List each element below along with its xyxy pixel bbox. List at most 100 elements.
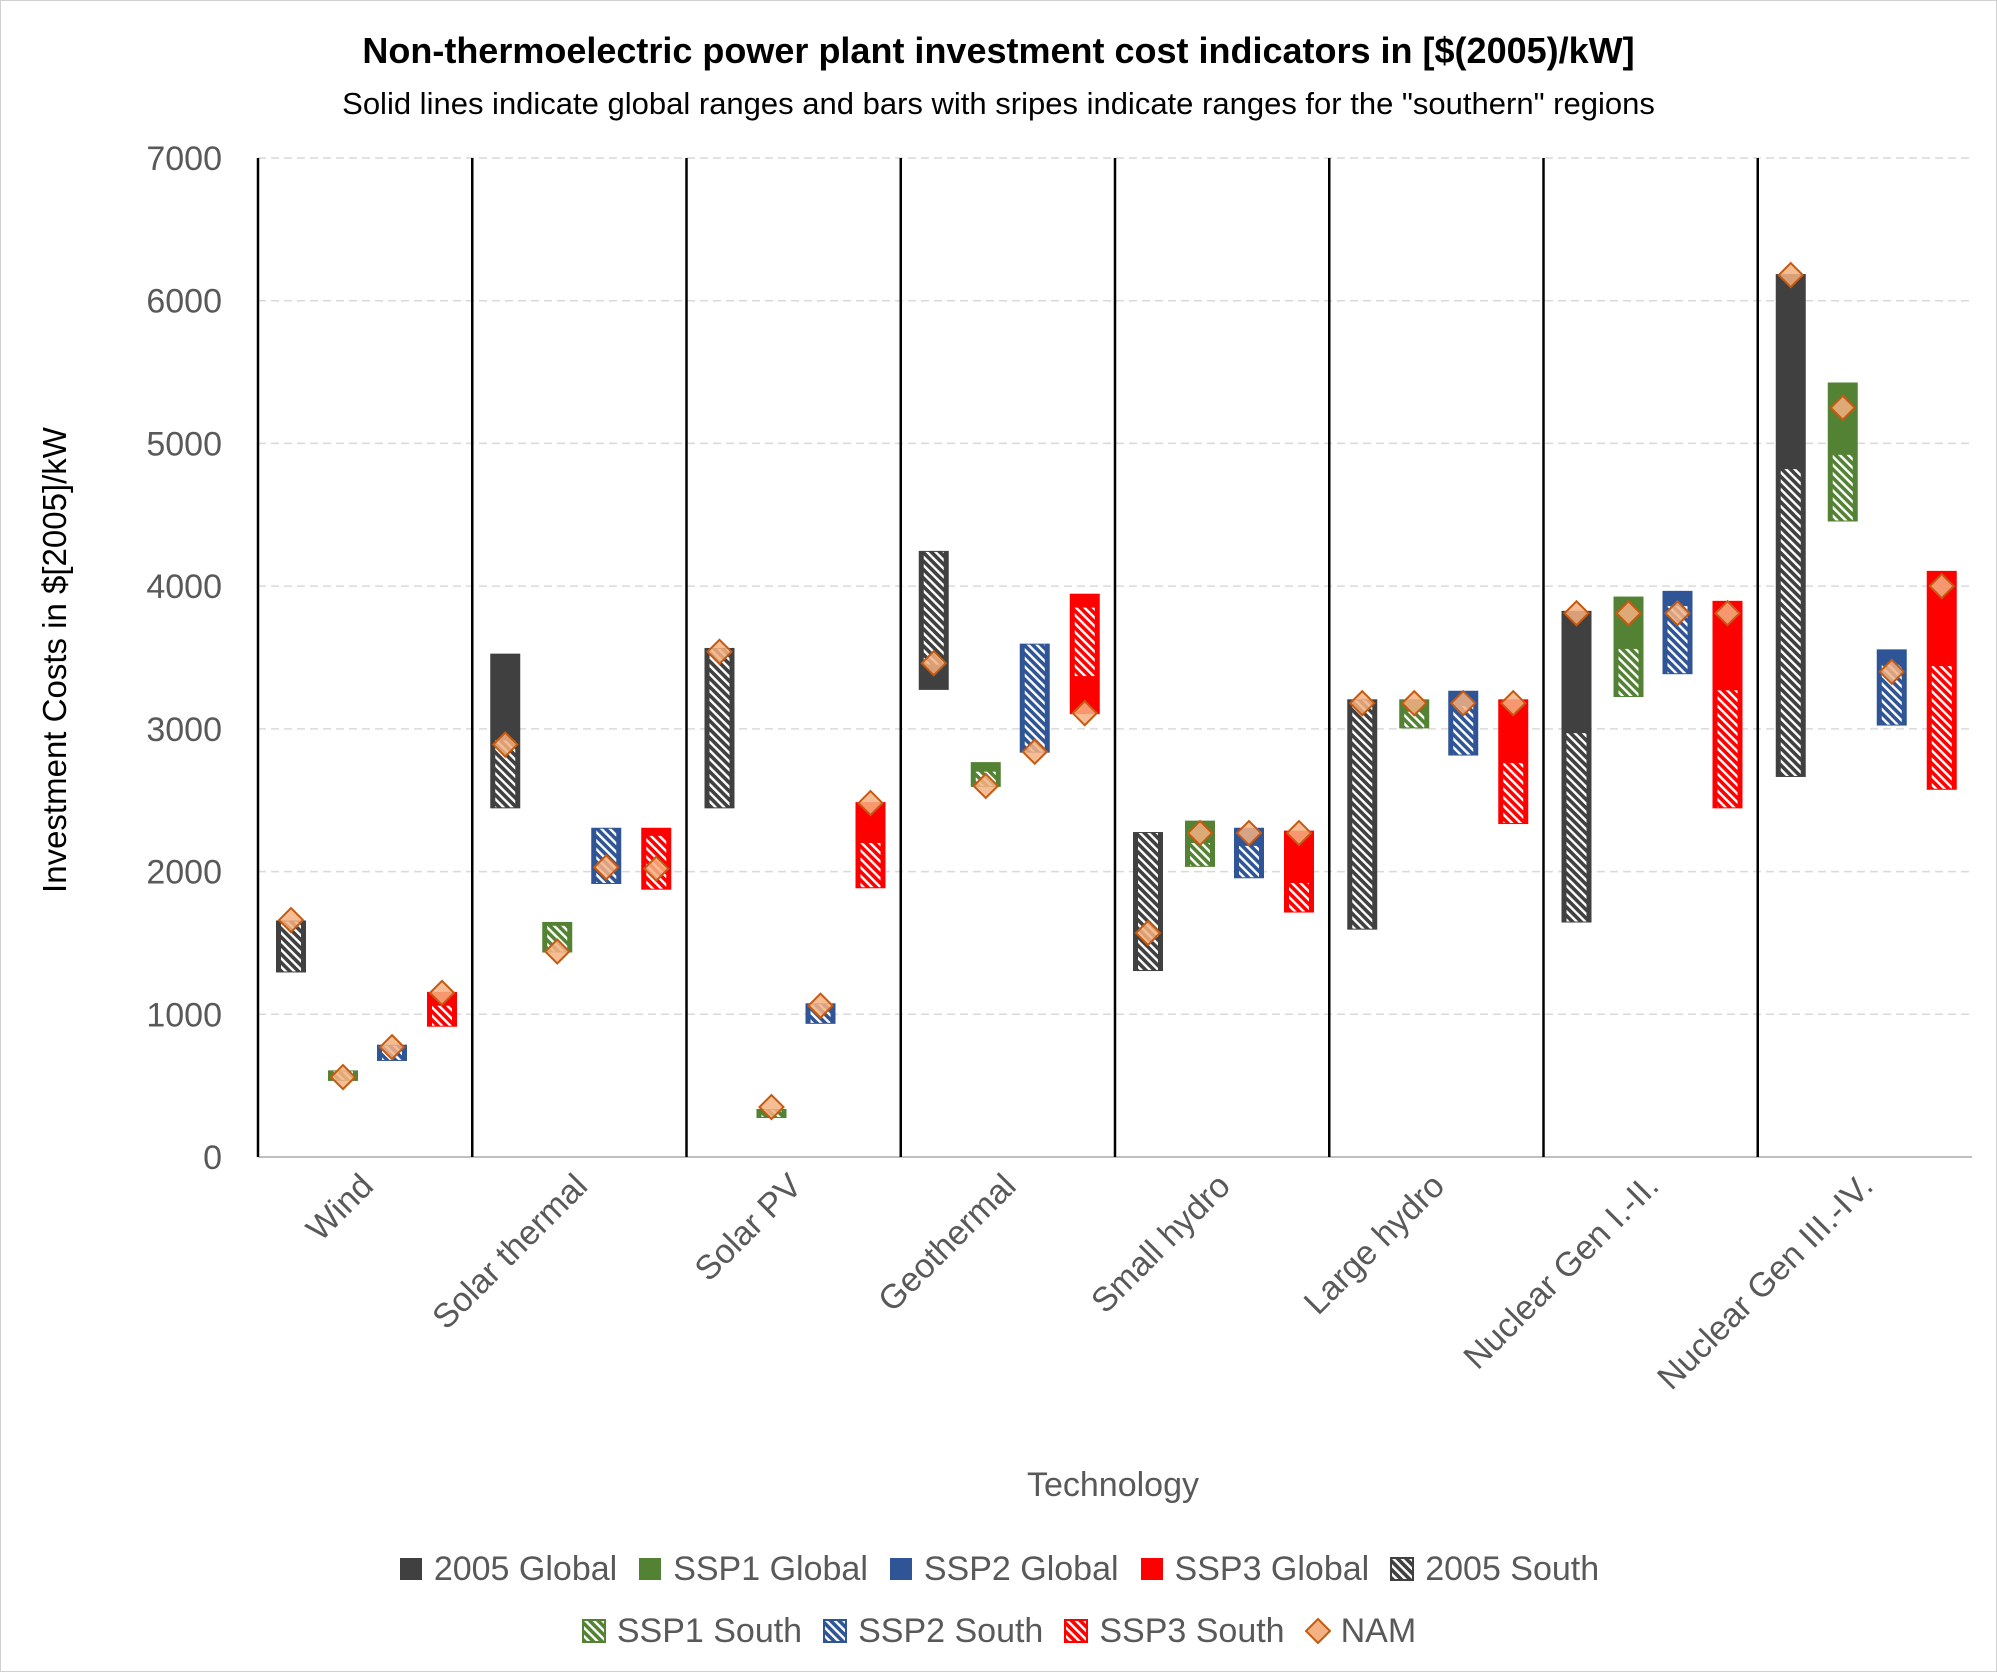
2005-south-bar: [281, 921, 301, 972]
ssp3-south-bar: [1289, 882, 1309, 912]
nam-marker: [1777, 261, 1805, 289]
x-category-label: Nuclear Gen III.-IV.: [1650, 1167, 1880, 1397]
nam-marker: [1285, 819, 1313, 847]
nam-marker: [592, 853, 620, 881]
legend-label: SSP2 South: [858, 1611, 1044, 1650]
ssp1-south-bar: [1618, 648, 1639, 697]
chart-subtitle: Solid lines indicate global ranges and b…: [342, 86, 1655, 121]
nam-marker: [1235, 819, 1263, 847]
2005-south-bar: [1566, 733, 1587, 922]
nam-marker: [1186, 819, 1214, 847]
ssp3-south-bar: [860, 843, 881, 888]
ssp3-south-bar: [1931, 666, 1952, 789]
nam-marker: [1563, 599, 1590, 627]
y-tick-label: 7000: [146, 140, 222, 178]
legend-item: SSP2 Global: [888, 1550, 1119, 1589]
nam-marker: [329, 1063, 357, 1091]
nam-marker: [1615, 599, 1642, 627]
legend-item: SSP3 Global: [1139, 1549, 1370, 1589]
y-tick-label: 0: [203, 1139, 222, 1177]
ssp1-south-bar: [1404, 711, 1425, 728]
2005-south-bar: [1780, 469, 1801, 776]
nam-marker: [378, 1033, 406, 1061]
legend-item: SSP2 South: [822, 1612, 1043, 1651]
chart-title: Non-thermoelectric power plant investmen…: [362, 30, 1635, 71]
legend-swatch: [1390, 1557, 1415, 1581]
legend-item: 2005 Global: [398, 1550, 617, 1589]
nam-marker: [1400, 689, 1428, 717]
y-tick-label: 5000: [146, 425, 222, 463]
nam-marker: [1714, 599, 1741, 627]
y-axis-title: Investment Costs in $[2005]/kW: [36, 426, 73, 893]
legend-swatch: [1064, 1619, 1089, 1643]
ssp3-south-bar: [432, 1005, 452, 1026]
y-tick-label: 4000: [146, 568, 222, 606]
legend-swatch: [889, 1558, 912, 1580]
y-tick-label: 2000: [146, 854, 222, 892]
x-category-label: Solar thermal: [425, 1167, 595, 1337]
ssp2-south-bar: [1024, 644, 1045, 752]
y-tick-label: 1000: [146, 996, 222, 1034]
legend-swatch: [639, 1558, 662, 1580]
ssp2-south-bar: [1239, 845, 1259, 878]
nam-marker: [758, 1093, 785, 1121]
legend-swatch: [399, 1558, 422, 1580]
nam-marker: [807, 992, 834, 1020]
legend-label: NAM: [1340, 1611, 1417, 1650]
legend-label: SSP3 South: [1099, 1611, 1285, 1650]
legend-label: SSP1 Global: [673, 1549, 868, 1588]
2005-south-bar: [709, 648, 730, 808]
nam-marker: [920, 649, 948, 677]
nam-marker: [1878, 658, 1906, 686]
x-axis-title: Technology: [1027, 1466, 1199, 1504]
legend-label: SSP2 Global: [923, 1549, 1119, 1588]
x-category-label: Wind: [299, 1167, 381, 1249]
nam-marker: [972, 772, 1000, 800]
nam-marker: [1928, 572, 1956, 600]
legend-label: SSP1 South: [616, 1611, 803, 1650]
2005-south-bar: [1352, 700, 1373, 929]
legend-swatch: [1304, 1618, 1331, 1644]
legend-item: 2005 South: [1389, 1550, 1599, 1589]
legend-item: SSP1 Global: [637, 1550, 868, 1589]
ssp3-south-bar: [1074, 607, 1095, 677]
legend-swatch: [581, 1619, 606, 1643]
legend-item: NAM: [1304, 1611, 1417, 1651]
nam-marker: [1829, 394, 1857, 422]
nam-marker: [1664, 599, 1691, 627]
legend-swatch: [1140, 1558, 1163, 1580]
y-tick-label: 3000: [146, 711, 222, 749]
x-category-label: Nuclear Gen I.-II.: [1456, 1167, 1666, 1377]
nam-marker: [1071, 699, 1099, 727]
nam-marker: [1449, 689, 1477, 717]
legend-item: SSP3 South: [1063, 1611, 1285, 1651]
nam-marker: [706, 638, 733, 666]
ssp2-south-bar: [1667, 606, 1688, 674]
x-category-label: Small hydro: [1084, 1167, 1238, 1321]
ssp1-south-bar: [1190, 843, 1210, 866]
nam-marker: [428, 979, 456, 1007]
legend-label: SSP3 Global: [1174, 1549, 1370, 1588]
nam-marker: [642, 855, 670, 883]
legend-label: 2005 Global: [433, 1549, 618, 1588]
nam-marker: [857, 789, 884, 817]
chart-plot: 0 1000 2000 3000 4000 5000 6000 7000 Wind Solar …: [36, 140, 1972, 1504]
ssp1-south-bar: [1832, 454, 1853, 521]
nam-marker: [491, 731, 519, 758]
ssp3-south-bar: [1717, 690, 1738, 808]
legend-item: SSP1 South: [581, 1612, 802, 1651]
nam-marker: [1348, 689, 1376, 717]
legend: 2005 Global SSP1 Global SSP2 Global SSP3 Gl…: [0, 1538, 1997, 1662]
nam-marker: [1499, 689, 1527, 717]
nam-marker: [1021, 738, 1049, 766]
2005-south-bar: [923, 551, 944, 665]
x-category-label: Solar PV: [688, 1167, 810, 1289]
ssp2-south-bar: [1453, 706, 1474, 755]
ssp3-south-bar: [1503, 763, 1524, 824]
2005-south-bar: [1138, 833, 1158, 971]
nam-marker: [1134, 919, 1162, 947]
x-category-label: Geothermal: [871, 1167, 1023, 1319]
nam-marker: [543, 938, 571, 965]
legend-swatch: [823, 1619, 848, 1643]
x-category-label: Large hydro: [1297, 1167, 1452, 1322]
